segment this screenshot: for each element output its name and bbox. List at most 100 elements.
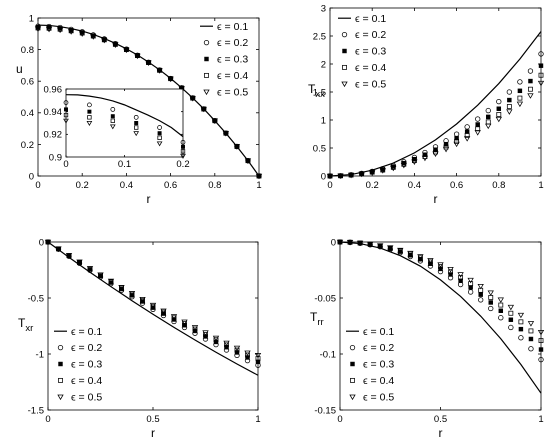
y-tick-label: 2.5 (313, 31, 326, 42)
data-point (496, 112, 502, 117)
series-0-2 (63, 100, 186, 145)
x-tick-label: 0.6 (164, 180, 177, 191)
data-point (244, 158, 252, 164)
legend-label: ϵ = 0.3 (217, 54, 248, 66)
legend-item: ϵ = 0.4 (204, 70, 248, 82)
data-point (475, 122, 480, 127)
y-axis-label: Txx (308, 82, 325, 100)
data-point (468, 281, 474, 287)
y-axis-label-subscript: rr (317, 317, 323, 328)
data-point (157, 135, 162, 140)
legend-marker-swatch (342, 48, 347, 54)
data-point (390, 165, 397, 172)
data-point (508, 310, 514, 316)
legend-marker-swatch (350, 377, 355, 383)
series-line (65, 94, 184, 138)
data-point (528, 328, 534, 334)
data-point (110, 107, 116, 112)
data-point (86, 121, 93, 126)
data-point (538, 63, 544, 68)
data-point (369, 170, 376, 176)
x-tick-label: 0.5 (434, 414, 447, 425)
legend-marker-swatch (57, 344, 64, 351)
data-point (133, 131, 140, 137)
data-point (65, 253, 73, 259)
data-point (453, 141, 460, 148)
y-tick-label: 2 (321, 59, 326, 70)
y-tick-label: -0.5 (28, 293, 44, 304)
data-point (156, 68, 163, 74)
data-point (356, 240, 364, 247)
data-point (486, 114, 491, 120)
legend: ϵ = 0.1 ϵ = 0.2 ϵ = 0.3 ϵ = 0.4 ϵ = 0.5 (338, 13, 386, 90)
data-point (110, 118, 115, 123)
legend-label: ϵ = 0.5 (355, 78, 386, 90)
data-point (34, 26, 42, 33)
series-0-1 (65, 94, 184, 138)
data-point (528, 78, 533, 84)
data-point (255, 356, 261, 361)
data-point (134, 125, 139, 130)
y-axis-label: Trr (310, 310, 324, 328)
legend-label: ϵ = 0.1 (71, 326, 102, 338)
legend-item: ϵ = 0.2 (341, 29, 386, 41)
data-point (528, 346, 534, 352)
data-point (109, 124, 116, 130)
series-0-5 (63, 118, 186, 159)
data-point (377, 243, 384, 249)
data-point (55, 246, 62, 252)
data-point (485, 107, 491, 114)
data-point (407, 250, 414, 257)
legend-item: ϵ = 0.3 (350, 359, 394, 371)
data-point (244, 350, 251, 357)
legend-label: ϵ = 0.5 (217, 86, 248, 98)
legend-marker-swatch (349, 394, 356, 401)
legend-marker-swatch (341, 31, 348, 38)
data-point (63, 100, 69, 105)
legend-marker-swatch (57, 394, 64, 401)
y-axis-label: Txr (18, 316, 33, 334)
legend: ϵ = 0.1 ϵ = 0.2 ϵ = 0.3 ϵ = 0.4 ϵ = 0.5 (346, 326, 394, 403)
data-point (457, 272, 464, 278)
data-point (537, 80, 545, 87)
x-tick-label: 0 (63, 159, 68, 170)
data-point (538, 347, 544, 352)
data-point (443, 141, 449, 147)
legend-item: ϵ = 0.5 (57, 391, 102, 403)
data-point (181, 144, 185, 149)
y-tick-label: 0 (321, 171, 326, 182)
legend-item: ϵ = 0.1 (338, 13, 386, 25)
data-point (86, 266, 94, 272)
data-point (150, 303, 156, 309)
legend-item: ϵ = 0.2 (203, 37, 248, 49)
data-point (160, 308, 167, 315)
data-point (64, 107, 68, 112)
y-tick-label: -1.5 (28, 405, 44, 416)
data-point (400, 162, 408, 169)
legend-marker-swatch (204, 56, 209, 62)
y-tick-label: 0 (29, 171, 34, 182)
legend-marker-swatch (349, 344, 356, 351)
data-point (516, 101, 524, 108)
data-point (224, 342, 229, 348)
legend-label: ϵ = 0.3 (363, 359, 394, 371)
data-point (191, 325, 199, 331)
data-point (411, 159, 418, 165)
data-point (134, 121, 139, 125)
data-point (518, 326, 524, 332)
data-point (107, 278, 115, 285)
y-tick-label: -0.05 (314, 293, 336, 304)
data-point (463, 136, 471, 142)
legend-label: ϵ = 0.5 (363, 391, 394, 403)
legend-marker-swatch (342, 64, 347, 70)
data-point (467, 277, 474, 284)
series-0-4 (63, 112, 186, 154)
y-tick-label: 0.5 (313, 143, 326, 154)
y-tick-label: 1.5 (313, 87, 326, 98)
y-tick-label: -0.1 (320, 349, 336, 360)
data-point (255, 359, 261, 365)
data-point (464, 132, 470, 138)
y-tick-label: 0.9 (49, 152, 62, 163)
data-point (171, 315, 177, 321)
